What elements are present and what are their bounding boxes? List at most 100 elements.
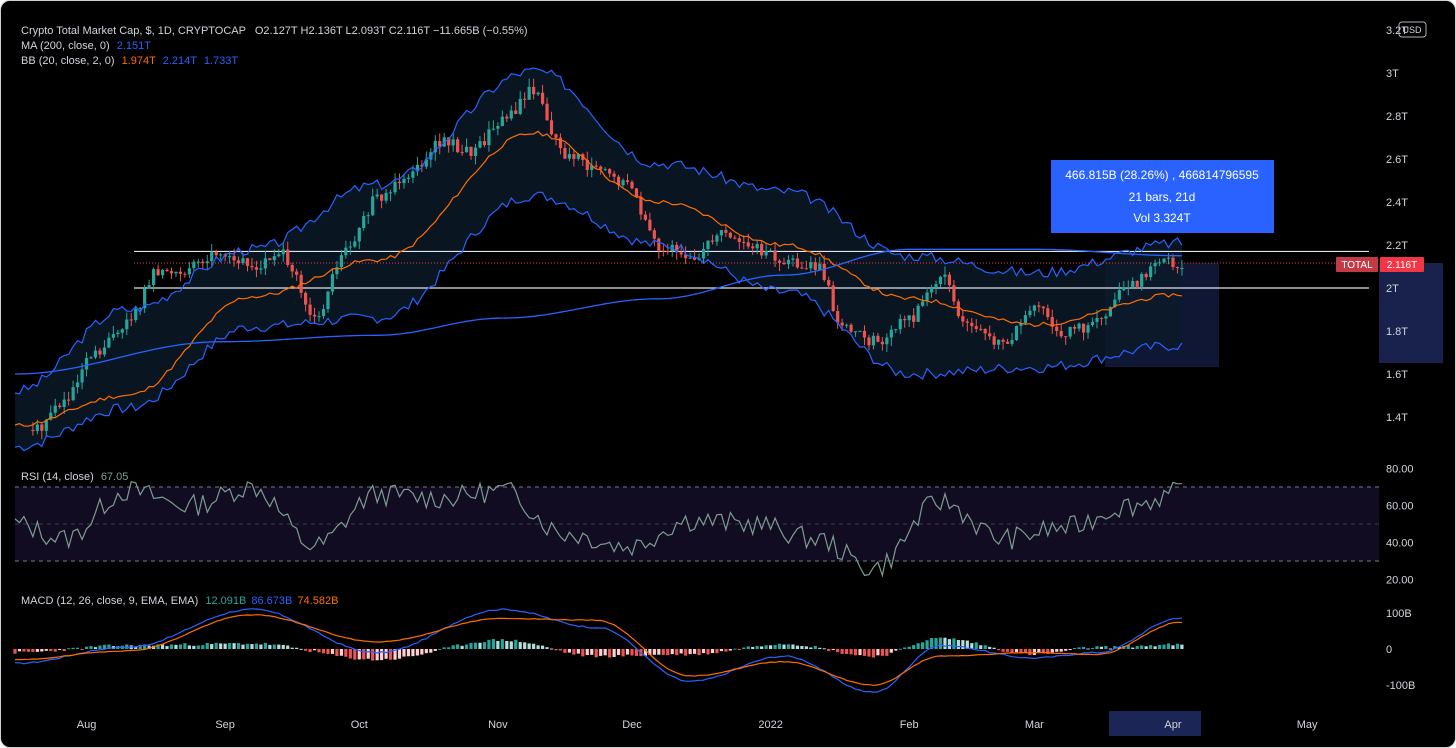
macd-histogram-bar <box>585 649 589 656</box>
candle-body <box>469 146 473 156</box>
candle-body <box>1037 305 1041 307</box>
macd-histogram-bar <box>1023 649 1028 654</box>
macd-histogram-bar <box>701 649 706 654</box>
macd-histogram-bar <box>514 639 518 649</box>
candle-body <box>487 129 491 146</box>
macd-histogram-bar <box>523 642 527 649</box>
macd-histogram-bar <box>782 644 786 649</box>
macd-histogram-bar <box>317 649 321 653</box>
candle-body <box>733 237 737 239</box>
macd-histogram-bar <box>849 649 853 655</box>
candle-body <box>880 341 884 345</box>
price-tag-symbol: TOTAL <box>1341 260 1373 271</box>
price-axis-tick: 2.2T <box>1386 240 1408 252</box>
candle-body <box>809 262 813 269</box>
candle-body <box>845 324 849 326</box>
macd-histogram-bar <box>388 649 393 660</box>
macd-histogram-bar <box>228 643 232 649</box>
macd-histogram-bar <box>724 649 728 652</box>
candle-body <box>62 399 66 408</box>
macd-histogram-bar <box>344 649 348 657</box>
candle-body <box>630 181 634 189</box>
macd-histogram-bar <box>353 649 357 660</box>
candle-body <box>1122 287 1126 291</box>
ma-200-line <box>15 248 1182 375</box>
time-axis-tick: Feb <box>900 719 919 731</box>
candle-body <box>384 192 388 201</box>
macd-histogram-bar <box>746 646 750 649</box>
macd-histogram-bar <box>380 649 384 661</box>
candle-body <box>777 260 782 263</box>
macd-pane[interactable]: 100B 0 -100B <box>13 608 1415 693</box>
macd-histogram-bar <box>719 649 724 652</box>
currency-button[interactable]: USD <box>1402 25 1422 35</box>
macd-histogram-bar <box>648 649 652 655</box>
candle-body <box>751 246 755 249</box>
macd-legend[interactable]: MACD (12, 26, close, 9, EMA, EMA) 12.091… <box>21 595 338 607</box>
ma-legend[interactable]: MA (200, close, 0) 2.151T <box>21 40 151 52</box>
candle-body <box>1081 323 1086 333</box>
candle-body <box>353 241 357 247</box>
candle-body <box>53 405 57 413</box>
macd-axis-tick: 100B <box>1386 608 1412 620</box>
macd-histogram-bar <box>733 648 737 650</box>
candle-body <box>706 240 710 250</box>
rsi-legend[interactable]: RSI (14, close) 67.05 <box>21 471 128 483</box>
time-axis[interactable]: Aug Sep Oct Nov Dec 2022 Feb Mar Apr May <box>77 711 1318 736</box>
macd-histogram-bar <box>509 641 513 649</box>
macd-histogram-bar <box>688 649 692 655</box>
macd-histogram-bar <box>616 649 621 655</box>
candle-body <box>129 319 133 321</box>
candle-body <box>1162 258 1166 263</box>
candle-body <box>460 152 464 154</box>
bb-legend[interactable]: BB (20, close, 2, 0) 1.974T 2.214T 1.733… <box>21 55 238 67</box>
macd-histogram-bar <box>809 647 813 649</box>
macd-histogram-bar <box>496 640 500 649</box>
macd-histogram-bar <box>979 645 983 649</box>
candle-body <box>478 141 482 148</box>
candle-body <box>165 269 169 272</box>
candle-body <box>58 405 62 408</box>
macd-histogram-bar <box>1126 645 1130 649</box>
candle-body <box>983 328 987 334</box>
macd-histogram-bar <box>469 642 473 649</box>
macd-histogram-bar <box>451 645 455 649</box>
candle-body <box>666 251 670 253</box>
candle-body <box>800 267 804 269</box>
candle-body <box>679 252 683 255</box>
macd-histogram-bar <box>456 644 460 649</box>
macd-histogram-bar <box>277 644 281 649</box>
price-axis-tick: 1.4T <box>1386 412 1408 424</box>
candle-body <box>1077 323 1081 329</box>
candle-body <box>1014 325 1019 341</box>
candle-body <box>988 333 992 337</box>
macd-histogram-bar <box>138 644 142 649</box>
price-axis-tick: 3.2T <box>1386 25 1408 37</box>
macd-histogram-bar <box>934 638 938 649</box>
main-pane[interactable]: 3.2T 3T 2.8T 2.6T 2.4T 2.2T 2T 1.8T 1.6T 1.4T 466… <box>14 25 1443 452</box>
macd-histogram-bar <box>71 647 75 649</box>
candle-body <box>241 258 245 264</box>
measure-tooltip-box <box>1051 160 1274 233</box>
candle-body <box>93 350 98 358</box>
macd-histogram-bar <box>1180 644 1184 649</box>
bollinger-fill <box>15 68 1182 451</box>
candle-body <box>1010 340 1014 344</box>
candle-body <box>1095 317 1099 322</box>
candle-body <box>111 334 115 338</box>
candle-body <box>205 261 209 264</box>
candle-body <box>178 271 183 274</box>
macd-histogram-bar <box>40 649 44 652</box>
macd-legend-label: MACD (12, 26, close, 9, EMA, EMA) <box>21 595 198 607</box>
macd-histogram-bar <box>760 646 764 649</box>
candle-body <box>268 258 272 261</box>
macd-histogram-bar <box>232 643 236 649</box>
rsi-pane[interactable]: 80.00 60.00 40.00 20.00 <box>14 464 1414 587</box>
macd-histogram-bar <box>290 647 294 649</box>
currency-button-bg[interactable] <box>1398 21 1427 38</box>
macd-histogram-bar <box>983 645 987 649</box>
candle-body <box>71 387 75 401</box>
macd-histogram-bar <box>1037 649 1041 654</box>
ma-legend-value: 2.151T <box>117 40 152 52</box>
